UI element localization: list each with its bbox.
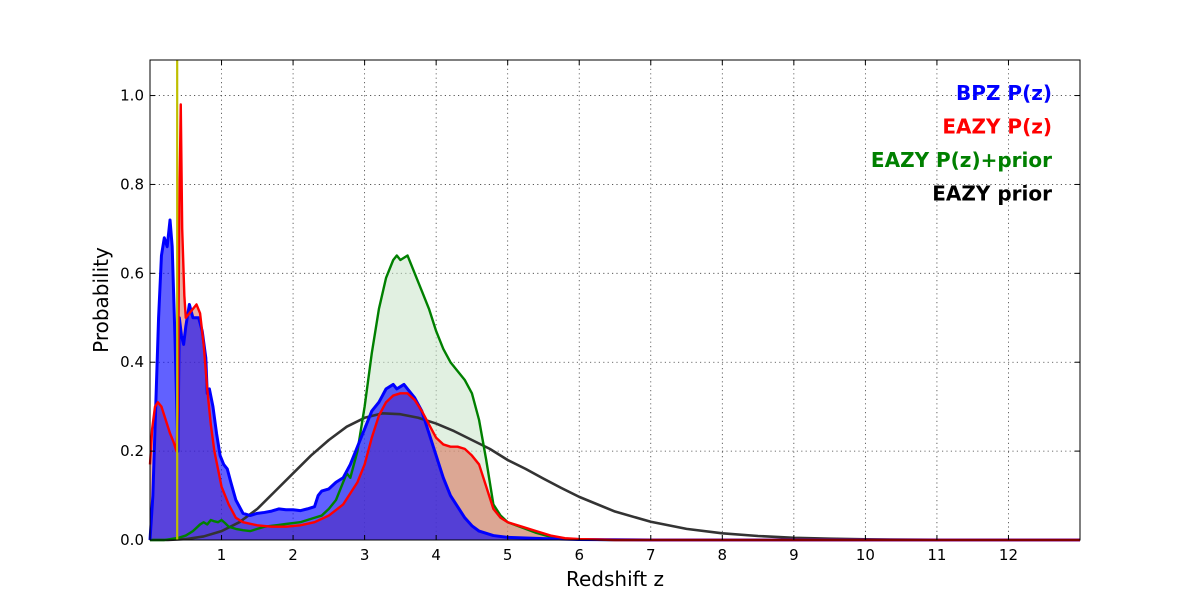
x-tick-label: 2 xyxy=(288,546,298,564)
x-tick-label: 11 xyxy=(927,546,946,564)
x-tick-label: 10 xyxy=(856,546,875,564)
y-tick-label: 0.4 xyxy=(120,353,144,371)
y-tick-label: 0.2 xyxy=(120,442,144,460)
series-line-1 xyxy=(148,103,1080,542)
x-tick-label: 12 xyxy=(999,546,1018,564)
x-tick-label: 1 xyxy=(217,546,227,564)
plot-background xyxy=(150,60,1080,540)
x-tick-label: 3 xyxy=(360,546,370,564)
legend-entry: EAZY P(z) xyxy=(942,115,1052,139)
series-lines xyxy=(148,103,1081,542)
y-tick-label: 1.0 xyxy=(120,87,144,105)
x-axis-label: Redshift z xyxy=(566,567,664,591)
series-fills xyxy=(150,104,1080,540)
y-tick-label: 0.6 xyxy=(120,264,144,282)
legend: BPZ P(z) EAZY P(z) EAZY P(z)+prior EAZY pri… xyxy=(871,81,1052,206)
plot-frame xyxy=(149,59,1081,541)
series-fill-0 xyxy=(150,220,1080,540)
y-axis-label: Probability xyxy=(89,247,113,353)
legend-entry: EAZY P(z)+prior xyxy=(871,148,1052,172)
series-line-0 xyxy=(148,218,1080,542)
x-tick-label: 5 xyxy=(503,546,513,564)
x-tick-label: 8 xyxy=(718,546,728,564)
axis-ticks: 1 2 3 4 5 6 7 8 9 10 11 120.00.20.40.60.81.0 xyxy=(120,60,1080,564)
x-tick-label: 7 xyxy=(646,546,656,564)
legend-entry: EAZY prior xyxy=(932,182,1052,206)
series-line-3 xyxy=(150,412,1081,542)
grid-lines xyxy=(150,60,1080,540)
x-tick-label: 6 xyxy=(574,546,584,564)
x-tick-label: 9 xyxy=(789,546,799,564)
y-tick-label: 0.0 xyxy=(120,531,144,549)
legend-entry: BPZ P(z) xyxy=(956,81,1052,105)
y-tick-label: 0.8 xyxy=(120,175,144,193)
series-line-2 xyxy=(150,254,1080,542)
x-tick-label: 4 xyxy=(431,546,441,564)
